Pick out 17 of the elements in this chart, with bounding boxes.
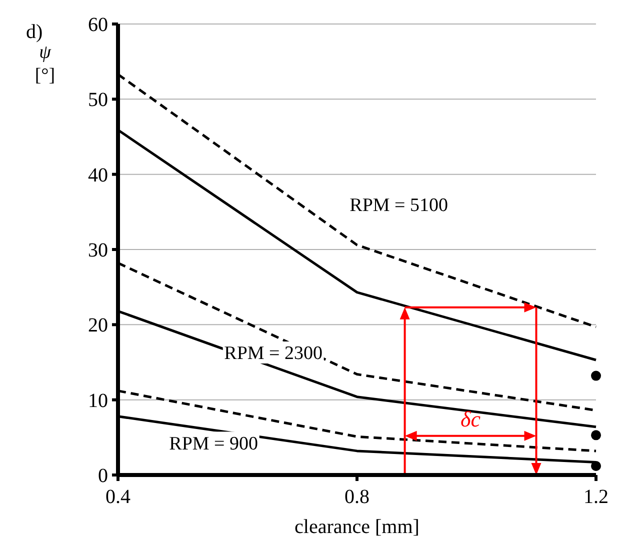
y-tick-label: 50 — [88, 89, 108, 112]
annotation: RPM = 900 — [169, 433, 258, 454]
x-tick-label: 0.8 — [344, 486, 370, 508]
annotation: RPM = 5100 — [350, 195, 448, 216]
annotation: RPM = 2300 — [224, 343, 323, 364]
y-tick-label: 20 — [88, 314, 108, 337]
y-tick-label: 30 — [88, 240, 108, 262]
x-tick-label: 0.4 — [106, 486, 130, 508]
text: d) — [26, 21, 43, 43]
x-tick-label: 1.2 — [584, 486, 608, 508]
y-tick-label: 10 — [88, 390, 108, 412]
x-axis-title: clearance [mm] — [294, 516, 420, 538]
y-tick-label: 0 — [98, 465, 108, 487]
y-tick-label: 40 — [88, 164, 108, 186]
y-tick-label: 60 — [88, 14, 108, 36]
y-axis-title: ψ [°] — [34, 42, 56, 86]
annotation: δc — [460, 406, 481, 432]
